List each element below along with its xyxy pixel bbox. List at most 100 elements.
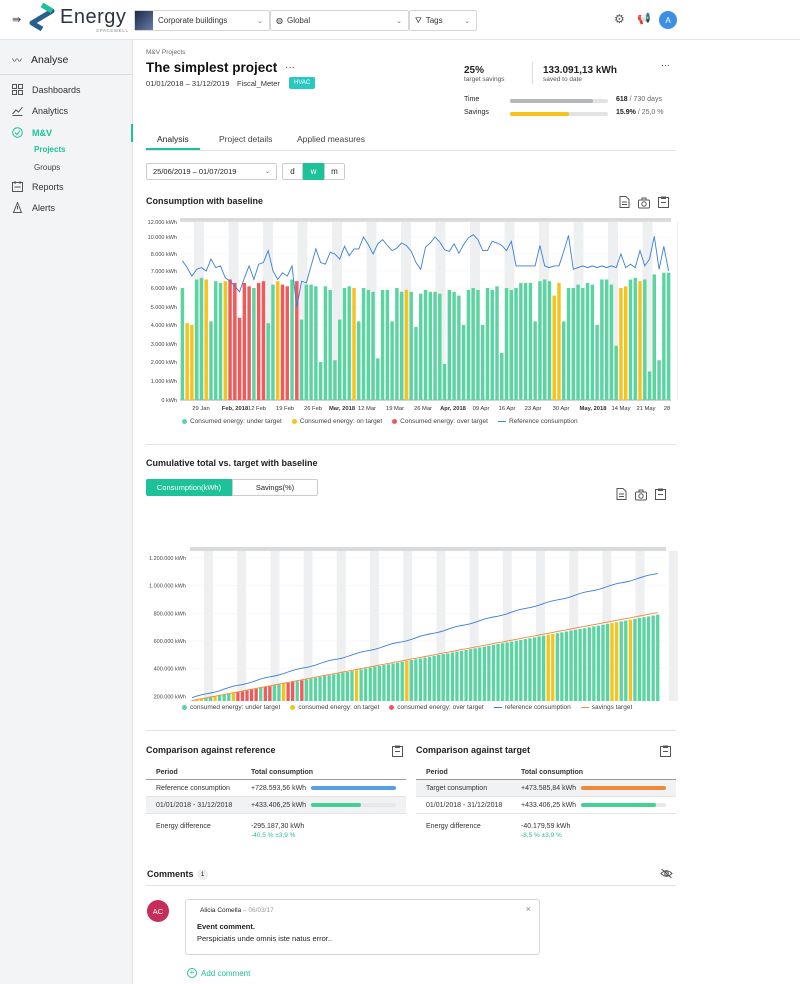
clipboard-icon[interactable] [655,488,666,500]
bar [333,360,337,400]
more-options-icon[interactable]: ··· [661,60,670,70]
chart1-title: Consumption with baseline [146,196,264,206]
export-file-icon[interactable] [616,488,627,500]
bar [656,614,660,701]
user-avatar[interactable]: A [659,11,677,29]
sidebar-toggle-icon[interactable]: ⇛ [12,14,22,26]
legend-item[interactable]: consumed energy: under target [182,704,280,711]
legend-item[interactable]: Consumed energy: over target [392,418,488,425]
bar [199,277,204,400]
legend-item[interactable]: reference consumption [493,704,571,711]
toggle-consumption[interactable]: Consumption(kWh) [146,479,232,496]
bar [432,655,436,701]
bar [505,642,509,701]
sidebar-item-mv[interactable]: M&V [12,127,52,138]
table-row: Reference consumption +728.593,56 kWh [146,780,406,797]
close-icon[interactable]: × [525,904,531,914]
announcements-icon[interactable]: 📢 [637,13,651,25]
y-tick-label: 10.000 kWh [148,235,177,241]
target-savings-value: 25% [464,65,485,76]
add-comment-button[interactable]: + Add comment [187,968,250,978]
tab-analysis[interactable]: Analysis [157,134,189,144]
bar [519,639,523,701]
toggle-savings[interactable]: Savings(%) [232,479,318,496]
bar [447,289,452,400]
bar [404,289,409,400]
sidebar-section-analyse[interactable]: 〰 Analyse [12,52,68,68]
bar [533,321,537,400]
tab-project-details[interactable]: Project details [219,134,273,144]
granularity-month[interactable]: m [324,163,345,180]
camera-icon[interactable] [635,489,647,501]
bar [573,629,578,701]
bar [342,288,347,400]
bar [578,628,582,701]
sidebar-item-alerts[interactable]: Alerts [12,202,55,213]
saved-value: 133.091,13 kWh [543,65,617,76]
consumption-bar [581,803,666,807]
bar [652,274,657,400]
tab-applied-measures[interactable]: Applied measures [297,134,366,144]
date-range-select[interactable]: 25/06/2019 – 01/07/2019 ⌄ [146,163,277,180]
weekend-band [668,551,678,701]
bar [354,670,359,701]
bar [523,282,528,400]
period-cell: Target consumption [426,784,488,792]
bar [347,286,351,400]
export-file-icon[interactable] [619,196,630,208]
bar [223,281,228,400]
bar [441,654,445,701]
camera-icon[interactable] [638,197,650,209]
chart-top-strip [190,547,666,551]
clipboard-icon[interactable] [392,745,403,757]
bar [299,319,304,400]
bar [322,676,327,701]
legend-item[interactable]: Reference consumption [497,418,578,425]
tags-select[interactable]: ⛛ Tags ⌄ [409,10,477,31]
cumulative-chart[interactable]: 1.200.000 kWh 1.000.000 kWh 800.000 kWh 600… [133,506,678,701]
legend-item[interactable]: Consumed energy: on target [291,418,382,425]
page-title: The simplest project [146,60,278,75]
bar [452,291,456,400]
bar [601,624,605,701]
consumption-bar [581,786,666,790]
sidebar-subitem-projects[interactable]: Projects [34,145,66,154]
legend-item[interactable]: savings target [580,704,632,711]
sidebar-subitem-groups[interactable]: Groups [34,163,61,172]
weekend-band [569,551,579,701]
settings-gear-icon[interactable]: ⚙ [614,12,625,26]
analyse-icon: 〰 [12,56,22,67]
legend-item[interactable]: Consumed energy: under target [182,418,282,425]
more-options-icon[interactable]: ··· [285,62,295,73]
clipboard-icon[interactable] [660,745,671,757]
bar [510,641,514,701]
scope-select[interactable]: ◍ Global ⌄ [270,10,409,31]
bar [341,672,345,701]
weekend-band [270,551,280,701]
bar [236,692,240,701]
table-header-row: Period Total consumption [146,766,406,780]
weekend-band [204,551,213,701]
weekend-band [504,222,515,400]
y-tick-label: 6.000 kWh [151,286,177,292]
consumption-chart[interactable]: 12.000 kWh 10.000 kWh 8.000 kWh 7.000 kWh 6.… [133,214,678,416]
bar [423,289,428,400]
legend-item[interactable]: consumed energy: over target [389,704,484,711]
brand-name: Energy [60,6,127,28]
bar [546,634,550,701]
x-tick-label: 19 Feb [276,406,294,412]
legend-item[interactable]: consumed energy: on target [290,704,379,711]
hide-eye-icon[interactable] [660,868,673,879]
granularity-day[interactable]: d [282,163,303,180]
x-tick-label: 16 Apr [499,406,516,412]
breadcrumb[interactable]: M&V Projects [146,49,186,56]
granularity-week[interactable]: w [303,163,324,180]
building-select[interactable]: Corporate buildings ⌄ [134,10,270,31]
building-select-value: Corporate buildings [158,16,228,25]
bar [272,685,277,701]
y-tick-label: 8.000 kWh [151,252,177,258]
sidebar-item-analytics[interactable]: Analytics [12,105,68,116]
sidebar-item-dashboards[interactable]: Dashboards [12,84,81,95]
clipboard-icon[interactable] [658,196,669,208]
sidebar-item-reports[interactable]: Reports [12,181,64,192]
